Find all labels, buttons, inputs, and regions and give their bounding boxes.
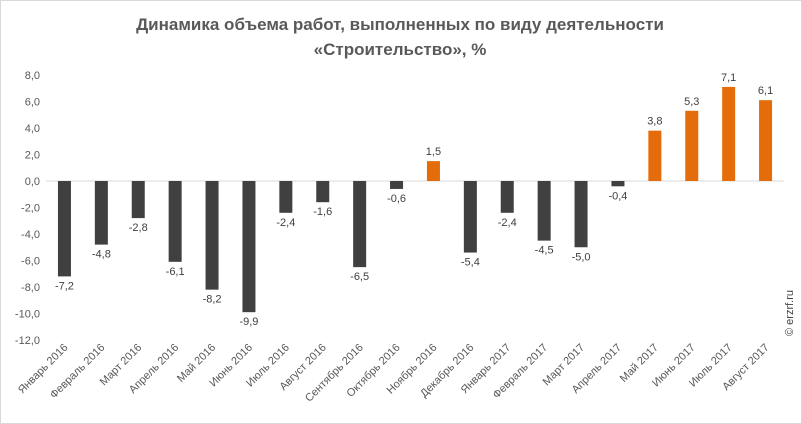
data-label: 5,3: [684, 96, 699, 108]
bar: [685, 110, 699, 181]
bar: [611, 181, 625, 187]
data-label: -9,9: [239, 316, 258, 328]
bar: [759, 100, 773, 181]
data-label: -2,4: [498, 217, 517, 229]
data-label: 1,5: [426, 146, 441, 158]
data-label: -5,0: [572, 251, 591, 263]
bar: [131, 181, 145, 219]
bar: [168, 181, 182, 262]
bar: [390, 181, 404, 189]
y-tick-label: -2,0: [21, 203, 40, 215]
y-tick-label: -6,0: [21, 256, 40, 268]
y-tick-label: 8,0: [25, 70, 40, 82]
bar: [57, 181, 71, 277]
chart-title-line1: Динамика объема работ, выполненных по ви…: [136, 15, 664, 34]
y-tick-label: -10,0: [15, 309, 40, 321]
data-label: -0,4: [608, 190, 627, 202]
bar: [279, 181, 293, 213]
y-axis: 8,0 6,0 4,0 2,0 0,0 -2,0 -4,0 -6,0 -8,0 -10,0 -12,…: [15, 70, 784, 347]
bar: [426, 161, 440, 181]
bars: [57, 86, 773, 313]
data-label: -1,6: [313, 206, 332, 218]
data-label: -4,8: [92, 249, 111, 261]
y-tick-label: 2,0: [25, 150, 40, 162]
data-label: 6,1: [758, 85, 773, 97]
bar: [353, 181, 367, 268]
data-label: -5,4: [461, 257, 480, 269]
data-label: -0,6: [387, 193, 406, 205]
chart-title: Динамика объема работ, выполненных по ви…: [0, 12, 800, 62]
bar: [463, 181, 477, 253]
y-tick-label: 6,0: [25, 97, 40, 109]
data-label: -6,5: [350, 271, 369, 283]
bar: [574, 181, 588, 248]
y-tick-label: -4,0: [21, 229, 40, 241]
bar: [242, 181, 256, 313]
chart-title-line2: «Строительство», %: [313, 40, 487, 59]
bar: [537, 181, 551, 241]
data-label: -4,5: [535, 245, 554, 257]
bar: [316, 181, 330, 203]
data-label: 7,1: [721, 72, 736, 84]
y-tick-label: -12,0: [15, 335, 40, 347]
data-label: -8,2: [203, 294, 222, 306]
data-label: 3,8: [647, 116, 662, 128]
bar: [722, 86, 736, 181]
data-labels: -7,2 -4,8 -2,8 -6,1 -8,2 -9,9 -2,4 -1,6 -6,5 -0,6…: [55, 72, 773, 328]
bar: [205, 181, 219, 290]
data-label: -2,8: [129, 222, 148, 234]
y-tick-label: 4,0: [25, 123, 40, 135]
data-label: -2,4: [276, 217, 295, 229]
data-label: -6,1: [166, 266, 185, 278]
watermark: © erzrf.ru: [784, 290, 796, 336]
bar: [94, 181, 108, 245]
y-tick-label: 0,0: [25, 176, 40, 188]
bar: [648, 130, 662, 181]
y-tick-label: -8,0: [21, 282, 40, 294]
data-label: -7,2: [55, 280, 74, 292]
bar: [500, 181, 514, 213]
